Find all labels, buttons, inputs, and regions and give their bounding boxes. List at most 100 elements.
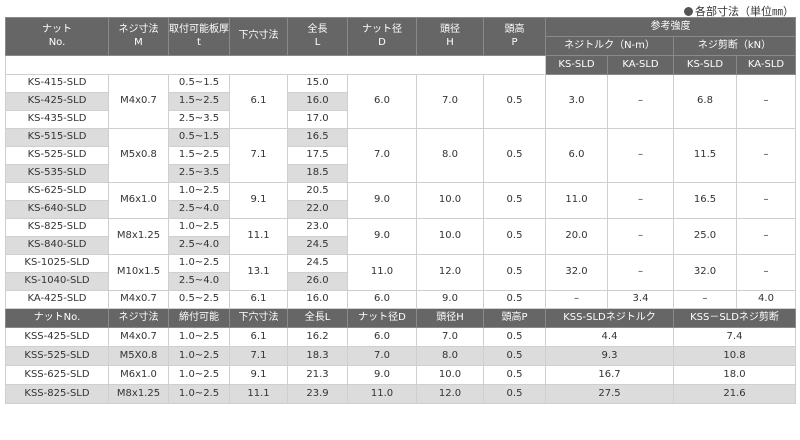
col-torque: ネジトルク（N-m） [545,36,674,56]
table-cell-length: 18.3 [287,346,348,366]
table-cell-no: KS-640-SLD [5,200,109,219]
table-cell-shear-ka: – [736,218,796,255]
table-cell-torque: 16.7 [545,365,674,385]
table-cell-torque-ka: 3.4 [607,290,674,309]
table-cell-length: 17.5 [287,146,348,165]
table-cell-no: KS-1025-SLD [5,254,109,273]
table-cell-nut-dia: 9.0 [347,218,417,255]
table-cell-length: 22.0 [287,200,348,219]
table-cell-thread: M6x1.0 [108,365,169,385]
table-cell-no: KSS-625-SLD [5,365,109,385]
header-spacer [5,55,546,75]
table-cell-shear-ka: – [736,254,796,291]
table-cell-thread: M6x1.0 [108,182,169,219]
table-cell-head-dia: 10.0 [416,365,484,385]
col-head-dia: 頭径 H [416,17,484,56]
table-cell-hole: 7.1 [229,346,288,366]
table-cell-head-height: 0.5 [483,128,546,183]
table-cell-torque: 9.3 [545,346,674,366]
table-cell-hole: 7.1 [229,128,288,183]
col-shear: ネジ剪断（kN） [673,36,796,56]
table-cell-nut-dia: 9.0 [347,365,417,385]
table-cell-no: KS-415-SLD [5,74,109,93]
table-cell-head-height: 0.5 [483,346,546,366]
table-cell-no: KS-435-SLD [5,110,109,129]
table-cell-thread: M5X0.8 [108,346,169,366]
table-cell-grip: 0.5~1.5 [168,128,230,147]
table-cell-head-dia: 7.0 [416,74,484,129]
table-cell-shear: 21.6 [673,384,796,404]
col-grip: 取付可能板厚 t [168,17,230,56]
table-cell-hole: 9.1 [229,365,288,385]
table-cell-length: 16.0 [287,290,348,309]
table-cell-torque-ka: – [607,74,674,129]
table-cell-shear-ks: 6.8 [673,74,737,129]
table-cell-length: 23.0 [287,218,348,237]
table-cell-shear: 7.4 [673,327,796,347]
table-cell-grip: 0.5~2.5 [168,290,230,309]
table-row-ka: KA-425-SLD M4x0.7 0.5~2.5 6.1 16.0 6.0 9… [5,290,796,309]
table-cell-head-height: 0.5 [483,290,546,309]
col-thread: ネジ寸法 M [108,17,169,56]
table-cell-head-dia: 8.0 [416,128,484,183]
table-cell-head-height: 0.5 [483,365,546,385]
table-cell-shear-ks: 11.5 [673,128,737,183]
table-cell-no: KS-625-SLD [5,182,109,201]
table-cell-head-height: 0.5 [483,74,546,129]
unit-note-text: 各部寸法（単位㎜） [695,5,794,18]
table-cell-torque-ka: – [607,128,674,183]
table-cell-no: KS-525-SLD [5,146,109,165]
table-cell-thread: M10x1.5 [108,254,169,291]
table-cell-torque-ka: – [607,254,674,291]
kss-col-nut-dia: ナット径D [347,308,417,328]
table-cell-shear: 10.8 [673,346,796,366]
table-row-kss: KSS-825-SLD M8x1.25 1.0~2.5 11.1 23.9 11… [5,384,796,404]
table-cell-length: 26.0 [287,272,348,291]
table-cell-head-height: 0.5 [483,327,546,347]
table-cell-length: 16.0 [287,92,348,111]
table-cell-torque-ka: – [607,218,674,255]
table-cell-head-dia: 8.0 [416,346,484,366]
table-cell-head-dia: 7.0 [416,327,484,347]
col-head-height: 頭高 P [483,17,546,56]
col-torque-ka: KA-SLD [607,55,674,75]
table-cell-shear-ks: 16.5 [673,182,737,219]
table-cell-hole: 6.1 [229,327,288,347]
table-cell-grip: 1.0~2.5 [168,384,230,404]
table-cell-head-height: 0.5 [483,218,546,255]
col-shear-ka: KA-SLD [736,55,796,75]
table-cell-length: 24.5 [287,254,348,273]
table-cell-no: KA-425-SLD [5,290,109,309]
table-cell-torque-ks: 6.0 [545,128,608,183]
table-cell-nut-dia: 6.0 [347,74,417,129]
table-cell-grip: 1.5~2.5 [168,146,230,165]
table-cell-torque-ks: 11.0 [545,182,608,219]
table-cell-length: 24.5 [287,236,348,255]
table-cell-thread: M8x1.25 [108,384,169,404]
table-cell-hole: 6.1 [229,74,288,129]
table-cell-length: 21.3 [287,365,348,385]
kss-col-no: ナットNo. [5,308,109,328]
table-cell-length: 18.5 [287,164,348,183]
table-cell-no: KS-1040-SLD [5,272,109,291]
table-row-kss: KSS-625-SLD M6x1.0 1.0~2.5 9.1 21.3 9.0 … [5,365,796,385]
spec-table: ナット No. ネジ寸法 M 取付可能板厚 t 下穴寸法 全長 L ナット径 D 頭径 H … [5,17,796,404]
table-cell-grip: 2.5~3.5 [168,164,230,183]
table-cell-length: 15.0 [287,74,348,93]
table-cell-hole: 11.1 [229,384,288,404]
table-cell-head-dia: 12.0 [416,384,484,404]
table-cell-grip: 1.0~2.5 [168,327,230,347]
bullet-icon [684,7,693,16]
table-cell-shear-ka: 4.0 [736,290,796,309]
table-cell-shear: 18.0 [673,365,796,385]
table-cell-hole: 13.1 [229,254,288,291]
table-cell-shear-ks: 25.0 [673,218,737,255]
col-shear-ks: KS-SLD [673,55,737,75]
table-cell-no: KS-840-SLD [5,236,109,255]
table-cell-no: KS-825-SLD [5,218,109,237]
table-cell-no: KS-515-SLD [5,128,109,147]
col-length: 全長 L [287,17,348,56]
table-cell-head-height: 0.5 [483,182,546,219]
table-cell-head-dia: 10.0 [416,182,484,219]
table-cell-nut-dia: 7.0 [347,346,417,366]
